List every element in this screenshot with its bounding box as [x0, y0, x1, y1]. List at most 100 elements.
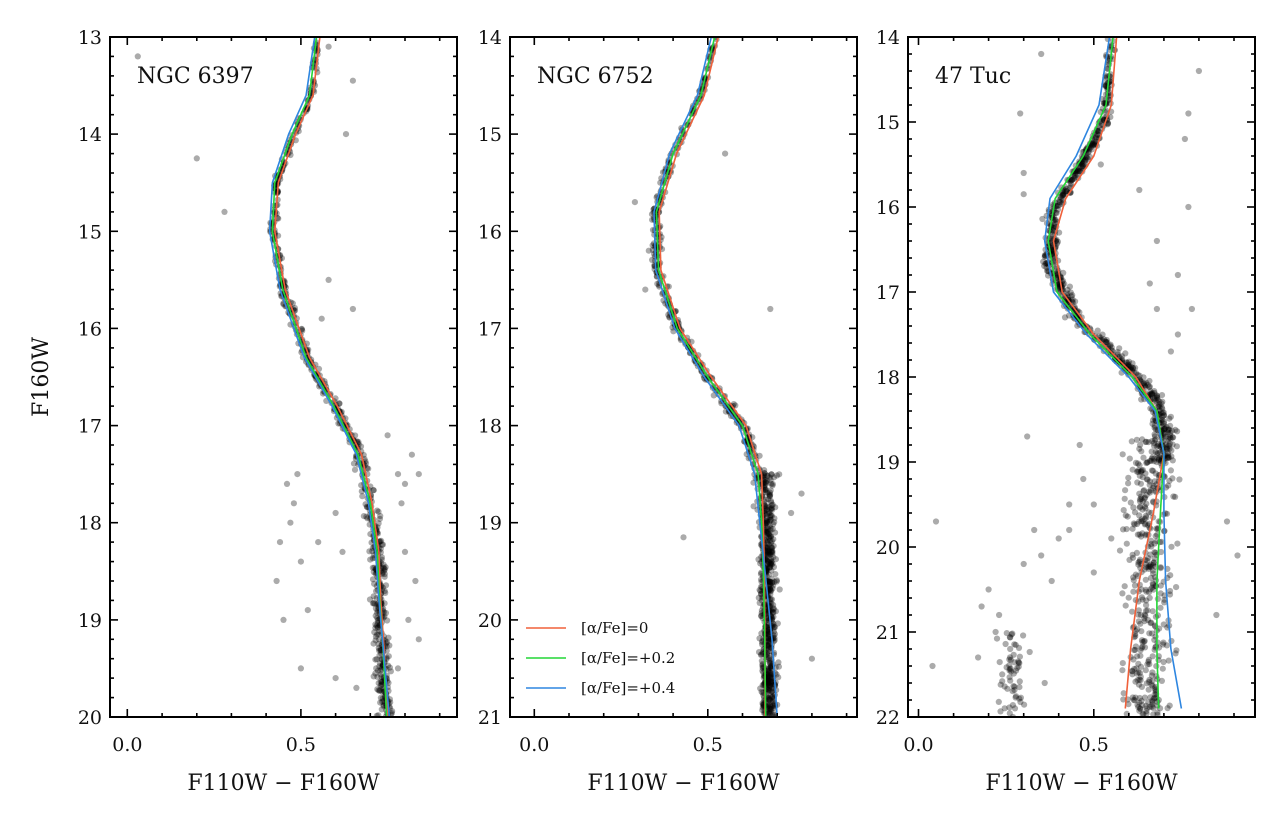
star-point: [1165, 426, 1172, 433]
star-point: [325, 43, 332, 50]
star-point: [1072, 167, 1079, 174]
star-point: [758, 688, 765, 695]
star-point: [1119, 359, 1126, 366]
star-point: [1139, 530, 1146, 537]
star-point: [770, 605, 777, 612]
star-point: [1155, 442, 1162, 449]
star-point: [765, 637, 773, 644]
star-point: [1134, 653, 1141, 660]
star-point: [1010, 651, 1017, 658]
star-point: [1067, 289, 1074, 296]
star-point: [761, 470, 768, 477]
star-point: [775, 674, 782, 681]
isochrone-line-2: [653, 37, 778, 717]
star-point: [767, 662, 775, 669]
star-point: [1059, 192, 1066, 199]
star-point: [772, 504, 779, 511]
star-point: [776, 586, 783, 593]
star-point: [758, 590, 765, 597]
star-point: [1157, 582, 1164, 589]
y-tick-label: 13: [78, 27, 102, 49]
star-point: [1076, 165, 1083, 172]
star-point: [1003, 630, 1010, 637]
star-point: [1138, 644, 1145, 652]
star-point: [1158, 404, 1165, 411]
star-point: [1146, 489, 1154, 496]
star-point: [376, 636, 383, 643]
star-point: [764, 677, 772, 684]
star-point: [1145, 555, 1152, 562]
star-point: [350, 460, 358, 467]
star-point: [1161, 425, 1168, 433]
star-point: [768, 688, 775, 695]
star-point: [999, 678, 1006, 685]
star-point: [1136, 707, 1143, 714]
star-point: [765, 665, 772, 673]
star-point: [1137, 480, 1144, 487]
star-point: [762, 487, 769, 494]
star-point: [997, 681, 1004, 688]
star-point: [1151, 431, 1158, 438]
star-point: [1138, 468, 1145, 475]
star-point: [1172, 426, 1179, 433]
star-point: [1107, 342, 1114, 349]
star-point: [1054, 203, 1061, 210]
star-point: [283, 480, 291, 487]
star-point: [1007, 634, 1014, 641]
star-point: [1137, 663, 1145, 671]
star-point: [1129, 365, 1136, 372]
star-point: [1006, 704, 1013, 711]
star-point: [1155, 456, 1162, 463]
star-point: [1088, 146, 1095, 153]
star-point: [1054, 206, 1062, 213]
star-point: [1130, 504, 1137, 511]
star-point: [1151, 455, 1158, 462]
star-point: [765, 631, 772, 638]
star-point: [1120, 696, 1127, 703]
star-point: [759, 667, 766, 675]
star-point: [768, 471, 775, 478]
star-point: [764, 519, 771, 526]
star-point: [1012, 667, 1020, 674]
star-point: [1077, 163, 1084, 170]
star-point: [767, 708, 775, 715]
star-point: [1164, 453, 1171, 461]
star-point: [764, 524, 771, 531]
star-point: [756, 649, 763, 656]
star-point: [769, 501, 776, 508]
star-point: [766, 696, 773, 704]
star-point: [1143, 438, 1150, 445]
x-axis-label: F110W − F160W: [187, 771, 380, 796]
star-point: [1143, 680, 1150, 687]
star-point: [1151, 433, 1159, 440]
star-point: [370, 487, 377, 494]
star-point: [379, 678, 386, 686]
star-point: [765, 531, 773, 538]
star-point: [768, 674, 776, 682]
star-point: [1141, 638, 1148, 645]
star-point: [372, 624, 379, 632]
star-point: [1154, 403, 1162, 410]
star-point: [1136, 498, 1144, 505]
star-point: [376, 663, 383, 670]
star-point: [1012, 641, 1019, 649]
star-point: [1154, 709, 1161, 716]
star-point: [1008, 668, 1015, 675]
star-point: [771, 631, 779, 638]
star-point: [1001, 683, 1008, 690]
star-point: [381, 587, 388, 595]
star-point: [1063, 185, 1070, 193]
star-point: [1152, 687, 1159, 694]
star-point: [767, 487, 774, 494]
star-point: [765, 549, 772, 556]
star-point: [1150, 711, 1157, 717]
star-point: [1136, 496, 1144, 503]
star-point: [767, 678, 775, 685]
star-point: [1172, 650, 1179, 657]
star-point: [1142, 560, 1149, 568]
star-point: [1050, 225, 1057, 232]
star-point: [766, 671, 773, 678]
star-point: [376, 660, 383, 667]
star-point: [1055, 535, 1062, 542]
star-point: [767, 533, 774, 541]
